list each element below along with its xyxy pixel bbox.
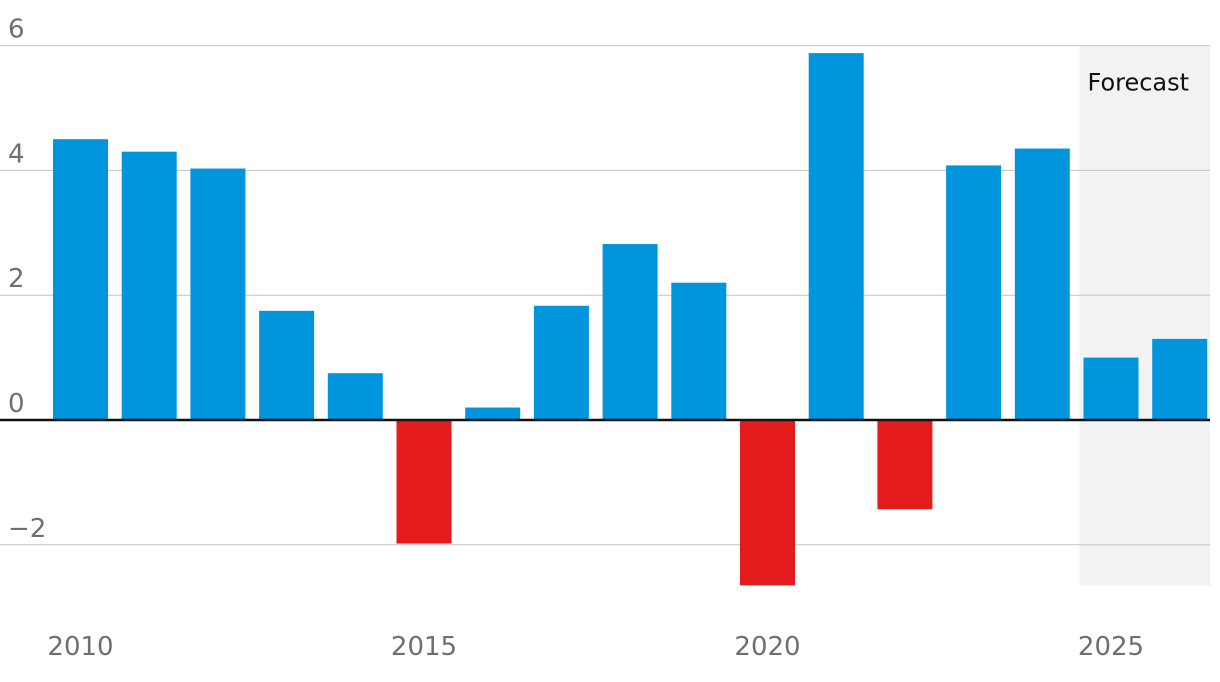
- bar: [671, 282, 727, 420]
- forecast-label: Forecast: [1088, 69, 1190, 97]
- bar: [602, 244, 658, 420]
- y-tick-label: 6: [8, 15, 25, 45]
- bar: [190, 168, 246, 420]
- y-tick-label: 0: [8, 389, 25, 419]
- bar: [1083, 357, 1139, 420]
- bar: [1014, 148, 1070, 420]
- bar: [533, 305, 589, 420]
- bar: [1152, 338, 1208, 420]
- x-tick-label: 2020: [734, 632, 800, 662]
- bar: [259, 310, 315, 420]
- bar: [327, 373, 383, 420]
- bar: [877, 420, 933, 510]
- y-tick-label: 4: [8, 139, 25, 169]
- bar: [465, 407, 521, 420]
- y-tick-label: 2: [8, 264, 25, 294]
- bar: [121, 151, 177, 420]
- x-tick-label: 2010: [47, 632, 113, 662]
- x-tick-label: 2025: [1078, 632, 1144, 662]
- bar: [946, 165, 1002, 420]
- bar: [396, 420, 452, 544]
- bar: [808, 53, 864, 420]
- bar: [53, 139, 108, 420]
- forecast-region: [1079, 45, 1210, 586]
- y-tick-label: −2: [8, 514, 46, 544]
- x-tick-label: 2015: [391, 632, 457, 662]
- bar: [740, 420, 795, 586]
